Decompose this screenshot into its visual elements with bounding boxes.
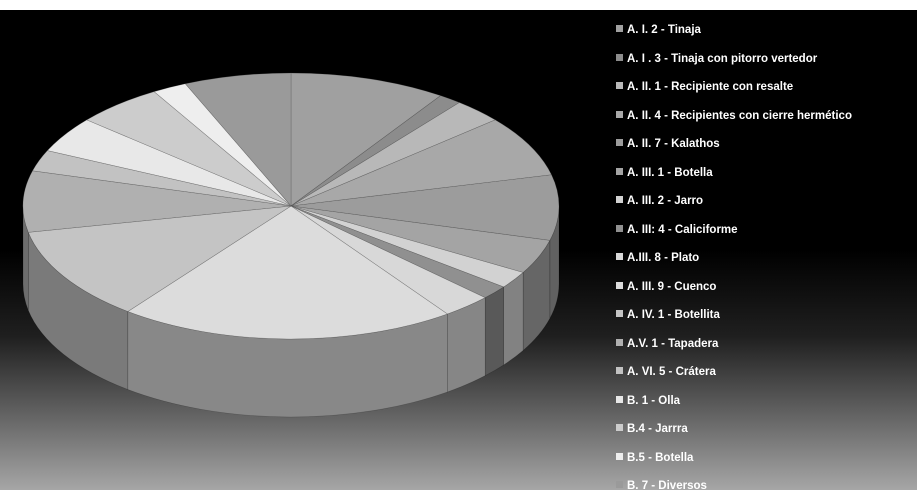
legend-swatch xyxy=(616,281,623,289)
chart-area: A. I. 2 - Tinaja A. I . 3 - Tinaja con pi… xyxy=(0,10,917,490)
legend-swatch xyxy=(616,82,623,90)
legend-item: B.5 - Botella xyxy=(616,444,852,473)
legend-item: A. II. 7 - Kalathos xyxy=(616,130,852,159)
legend-swatch xyxy=(616,338,623,346)
pie-slice-3 xyxy=(290,102,496,207)
legend-label: B.4 - Jarrra xyxy=(627,423,688,435)
legend-item: A. III: 4 - Caliciforme xyxy=(616,216,852,245)
legend-label: A. III: 4 - Caliciforme xyxy=(627,223,738,236)
legend-item: B. 7 - Diversos xyxy=(616,472,852,490)
legend-label: A. II. 4 - Recipientes con cierre hermét… xyxy=(627,109,852,122)
pie-slice-11 xyxy=(27,205,292,312)
legend-swatch xyxy=(616,110,623,118)
pie-slice-13 xyxy=(32,150,292,207)
legend-item: A. I. 2 - Tinaja xyxy=(616,16,852,45)
legend-swatch xyxy=(616,310,623,318)
pie-slice-2 xyxy=(290,95,461,207)
legend-item: A. IV. 1 - Botellita xyxy=(616,301,852,330)
legend-label: A. III. 9 - Cuenco xyxy=(627,280,717,293)
legend-swatch xyxy=(616,367,623,375)
legend: A. I. 2 - Tinaja A. I . 3 - Tinaja con pi… xyxy=(616,16,852,490)
legend-swatch xyxy=(616,53,623,61)
pie-slice-14 xyxy=(46,119,292,207)
legend-item: A. II. 4 - Recipientes con cierre hermét… xyxy=(616,102,852,131)
pie-slice-side-7 xyxy=(503,271,524,366)
legend-item: A.III. 8 - Plato xyxy=(616,244,852,273)
pie-slice-7 xyxy=(290,205,524,288)
legend-item: A. III. 9 - Cuenco xyxy=(616,273,852,302)
legend-label: B.5 - Botella xyxy=(627,451,694,464)
legend-label: A.III. 8 - Plato xyxy=(627,252,700,264)
legend-swatch xyxy=(616,395,623,403)
pie-slice-1 xyxy=(290,72,442,207)
legend-label: A.V. 1 - Tapadera xyxy=(627,337,719,350)
legend-label: A. II. 1 - Recipiente con resalte xyxy=(627,81,794,93)
legend-label: A. III. 2 - Jarro xyxy=(627,195,704,207)
legend-swatch xyxy=(616,224,623,232)
legend-swatch xyxy=(616,139,623,147)
pie-slice-16 xyxy=(153,83,292,207)
legend-label: A. I . 3 - Tinaja con pitorro vertedor xyxy=(627,52,818,65)
pie-slice-12 xyxy=(22,170,292,233)
legend-swatch xyxy=(616,424,623,432)
legend-item: A. III. 1 - Botella xyxy=(616,159,852,188)
pie-slice-8 xyxy=(290,205,505,299)
pie-slice-10 xyxy=(127,205,449,340)
legend-item: B. 1 - Olla xyxy=(616,387,852,416)
legend-swatch xyxy=(616,167,623,175)
legend-item: A. VI. 5 - Crátera xyxy=(616,358,852,387)
legend-label: A. III. 1 - Botella xyxy=(627,166,713,179)
pie-slice-5 xyxy=(290,174,560,241)
legend-label: A. VI. 5 - Crátera xyxy=(627,366,716,378)
pie-slice-4 xyxy=(290,119,552,207)
legend-swatch xyxy=(616,25,623,33)
legend-label: A. IV. 1 - Botellita xyxy=(627,309,720,321)
pie-slice-17 xyxy=(184,72,292,207)
legend-swatch xyxy=(616,481,623,489)
pie-slice-6 xyxy=(290,205,551,273)
legend-swatch xyxy=(616,452,623,460)
legend-item: A.V. 1 - Tapadera xyxy=(616,330,852,359)
legend-item: A. II. 1 - Recipiente con resalte xyxy=(616,73,852,102)
legend-swatch xyxy=(616,196,623,204)
legend-label: B. 7 - Diversos xyxy=(627,480,707,490)
pie-slice-9 xyxy=(290,205,486,315)
legend-label: A. II. 7 - Kalathos xyxy=(627,138,720,150)
pie-chart xyxy=(22,72,560,418)
pie-slice-15 xyxy=(86,91,292,207)
legend-label: B. 1 - Olla xyxy=(627,394,681,407)
legend-swatch xyxy=(616,253,623,261)
pie-slice-side-8 xyxy=(484,286,504,377)
legend-item: A. III. 2 - Jarro xyxy=(616,187,852,216)
legend-item: A. I . 3 - Tinaja con pitorro vertedor xyxy=(616,45,852,74)
legend-label: A. I. 2 - Tinaja xyxy=(627,24,701,36)
legend-item: B.4 - Jarrra xyxy=(616,415,852,444)
